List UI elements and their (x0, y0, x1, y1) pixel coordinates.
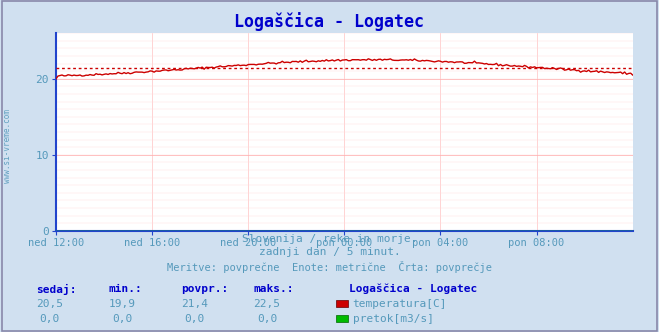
Text: zadnji dan / 5 minut.: zadnji dan / 5 minut. (258, 247, 401, 257)
Text: Logaščica - Logatec: Logaščica - Logatec (235, 12, 424, 31)
Text: sedaj:: sedaj: (36, 284, 76, 295)
Text: povpr.:: povpr.: (181, 284, 229, 294)
Text: 0,0: 0,0 (257, 314, 277, 324)
Text: 21,4: 21,4 (181, 299, 208, 309)
Text: 20,5: 20,5 (36, 299, 63, 309)
Text: Meritve: povprečne  Enote: metrične  Črta: povprečje: Meritve: povprečne Enote: metrične Črta:… (167, 261, 492, 273)
Text: www.si-vreme.com: www.si-vreme.com (3, 109, 13, 183)
Text: Logaščica - Logatec: Logaščica - Logatec (349, 284, 478, 294)
Text: pretok[m3/s]: pretok[m3/s] (353, 314, 434, 324)
Text: 19,9: 19,9 (109, 299, 135, 309)
Text: 0,0: 0,0 (185, 314, 204, 324)
Text: 22,5: 22,5 (254, 299, 280, 309)
Text: temperatura[C]: temperatura[C] (353, 299, 447, 309)
Text: min.:: min.: (109, 284, 142, 294)
Text: maks.:: maks.: (254, 284, 294, 294)
Text: 0,0: 0,0 (112, 314, 132, 324)
Text: 0,0: 0,0 (40, 314, 59, 324)
Text: Slovenija / reke in morje.: Slovenija / reke in morje. (242, 234, 417, 244)
